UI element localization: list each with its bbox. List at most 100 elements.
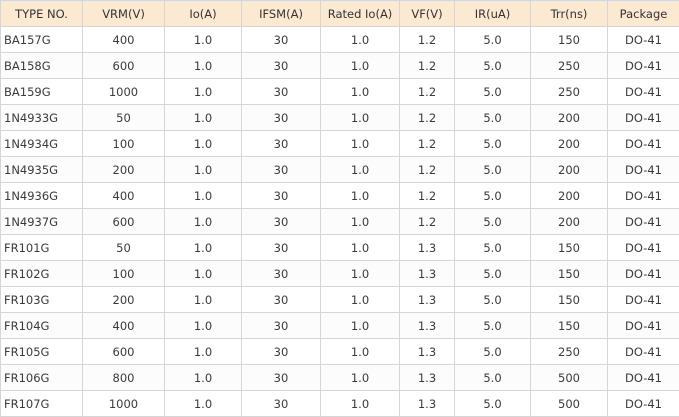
col-io-cell: 1.0 [164, 52, 242, 79]
col-type-no-cell: FR106G [0, 364, 83, 391]
col-rated-io-cell: 1.0 [320, 130, 400, 157]
col-ifsm-cell: 30 [241, 104, 321, 131]
col-rated-io-cell: 1.0 [320, 312, 400, 339]
col-package-cell: DO-41 [607, 130, 679, 157]
header-row: TYPE NO. VRM(V) Io(A) IFSM(A) Rated Io(A) VF(… [0, 0, 679, 27]
col-vrm-cell: 600 [82, 52, 165, 79]
col-trr-cell: 500 [530, 390, 608, 417]
col-io-cell: 1.0 [164, 234, 242, 261]
col-vf-cell: 1.2 [399, 26, 455, 53]
col-trr-cell: 150 [530, 234, 608, 261]
col-ir-cell: 5.0 [454, 286, 531, 313]
col-type-no-cell: FR105G [0, 338, 83, 365]
col-type-no-cell: BA158G [0, 52, 83, 79]
col-ir-cell: 5.0 [454, 208, 531, 235]
table-row: BA157G 400 1.0 30 1.0 1.2 5.0 150 DO-41 [0, 26, 679, 53]
col-trr-cell: 500 [530, 364, 608, 391]
col-rated-io-cell: 1.0 [320, 182, 400, 209]
col-package-cell: DO-41 [607, 156, 679, 183]
col-vf-cell: 1.3 [399, 234, 455, 261]
col-package-cell: DO-41 [607, 260, 679, 287]
col-type-no-cell: FR104G [0, 312, 83, 339]
table-row: FR103G 200 1.0 30 1.0 1.3 5.0 150 DO-41 [0, 286, 679, 313]
col-vf-cell: 1.3 [399, 260, 455, 287]
col-trr-cell: 250 [530, 338, 608, 365]
col-package-cell: DO-41 [607, 104, 679, 131]
col-ir-cell: 5.0 [454, 182, 531, 209]
table-row: 1N4936G 400 1.0 30 1.0 1.2 5.0 200 DO-41 [0, 182, 679, 209]
col-ir-cell: 5.0 [454, 104, 531, 131]
col-ir-cell: 5.0 [454, 52, 531, 79]
table-row: BA158G 600 1.0 30 1.0 1.2 5.0 250 DO-41 [0, 52, 679, 79]
col-io-cell: 1.0 [164, 364, 242, 391]
table-header: TYPE NO. VRM(V) Io(A) IFSM(A) Rated Io(A) VF(… [0, 0, 679, 27]
col-vrm-cell: 200 [82, 286, 165, 313]
col-ir-cell: 5.0 [454, 78, 531, 105]
col-io-cell: 1.0 [164, 104, 242, 131]
col-trr-header: Trr(ns) [530, 0, 608, 27]
col-vf-cell: 1.3 [399, 312, 455, 339]
col-io-cell: 1.0 [164, 182, 242, 209]
col-vf-cell: 1.2 [399, 52, 455, 79]
col-package-cell: DO-41 [607, 390, 679, 417]
col-package-cell: DO-41 [607, 78, 679, 105]
col-vrm-cell: 200 [82, 156, 165, 183]
col-rated-io-cell: 1.0 [320, 364, 400, 391]
col-package-cell: DO-41 [607, 312, 679, 339]
table-row: FR105G 600 1.0 30 1.0 1.3 5.0 250 DO-41 [0, 338, 679, 365]
col-io-header: Io(A) [164, 0, 242, 27]
col-package-cell: DO-41 [607, 364, 679, 391]
col-io-cell: 1.0 [164, 286, 242, 313]
col-trr-cell: 250 [530, 78, 608, 105]
col-ir-cell: 5.0 [454, 338, 531, 365]
col-vrm-cell: 1000 [82, 390, 165, 417]
col-trr-cell: 200 [530, 156, 608, 183]
col-vrm-cell: 400 [82, 312, 165, 339]
col-ir-cell: 5.0 [454, 234, 531, 261]
col-rated-io-cell: 1.0 [320, 234, 400, 261]
table-row: 1N4937G 600 1.0 30 1.0 1.2 5.0 200 DO-41 [0, 208, 679, 235]
col-rated-io-cell: 1.0 [320, 338, 400, 365]
col-vf-cell: 1.2 [399, 78, 455, 105]
col-type-no-cell: FR103G [0, 286, 83, 313]
col-package-cell: DO-41 [607, 286, 679, 313]
col-vrm-cell: 50 [82, 104, 165, 131]
col-package-cell: DO-41 [607, 26, 679, 53]
col-io-cell: 1.0 [164, 390, 242, 417]
table-row: FR107G 1000 1.0 30 1.0 1.3 5.0 500 DO-41 [0, 390, 679, 417]
col-ir-cell: 5.0 [454, 156, 531, 183]
col-rated-io-cell: 1.0 [320, 78, 400, 105]
col-rated-io-cell: 1.0 [320, 104, 400, 131]
col-vf-cell: 1.3 [399, 364, 455, 391]
col-trr-cell: 200 [530, 104, 608, 131]
col-type-no-cell: 1N4937G [0, 208, 83, 235]
col-vrm-header: VRM(V) [82, 0, 165, 27]
col-trr-cell: 150 [530, 26, 608, 53]
col-rated-io-cell: 1.0 [320, 52, 400, 79]
col-rated-io-cell: 1.0 [320, 260, 400, 287]
col-trr-cell: 150 [530, 286, 608, 313]
col-ir-cell: 5.0 [454, 26, 531, 53]
table-row: BA159G 1000 1.0 30 1.0 1.2 5.0 250 DO-41 [0, 78, 679, 105]
table-body: BA157G 400 1.0 30 1.0 1.2 5.0 150 DO-41 BA158G 600… [0, 26, 679, 417]
col-package-cell: DO-41 [607, 338, 679, 365]
col-io-cell: 1.0 [164, 130, 242, 157]
col-trr-cell: 250 [530, 52, 608, 79]
col-package-cell: DO-41 [607, 234, 679, 261]
col-trr-cell: 200 [530, 208, 608, 235]
col-type-no-cell: 1N4935G [0, 156, 83, 183]
col-package-cell: DO-41 [607, 52, 679, 79]
col-ifsm-header: IFSM(A) [241, 0, 321, 27]
col-ir-cell: 5.0 [454, 312, 531, 339]
col-type-no-cell: BA157G [0, 26, 83, 53]
col-type-no-cell: 1N4936G [0, 182, 83, 209]
col-ifsm-cell: 30 [241, 338, 321, 365]
col-vrm-cell: 600 [82, 338, 165, 365]
col-io-cell: 1.0 [164, 260, 242, 287]
col-ifsm-cell: 30 [241, 78, 321, 105]
col-rated-io-cell: 1.0 [320, 390, 400, 417]
col-ifsm-cell: 30 [241, 208, 321, 235]
col-vrm-cell: 1000 [82, 78, 165, 105]
col-vf-cell: 1.2 [399, 130, 455, 157]
col-ifsm-cell: 30 [241, 234, 321, 261]
